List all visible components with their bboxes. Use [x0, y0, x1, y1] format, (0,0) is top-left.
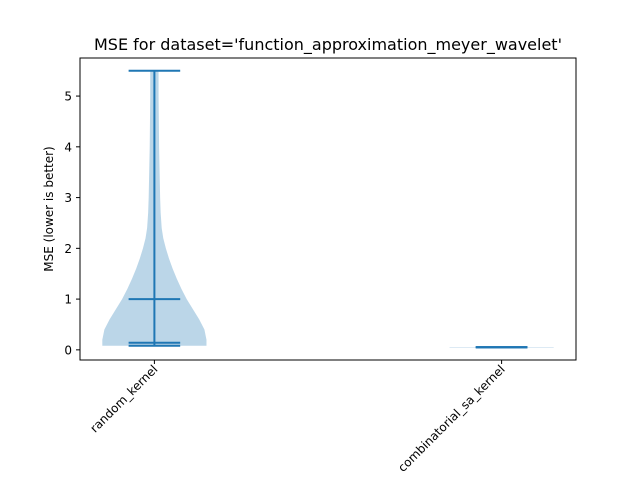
- x-axis: random_kernel combinatorial_sa_kernel: [87, 360, 508, 475]
- y-axis: 0 1 2 3 4 5: [64, 90, 80, 357]
- plot-area: [102, 69, 554, 349]
- x-tick-label: random_kernel: [87, 362, 160, 435]
- y-tick-label: 2: [64, 242, 72, 256]
- y-tick-label: 0: [64, 343, 72, 357]
- axes-frame: [79, 57, 577, 361]
- chart-title: MSE for dataset='function_approximation_…: [94, 35, 562, 55]
- y-tick-label: 5: [64, 90, 72, 104]
- y-axis-label: MSE (lower is better): [42, 146, 56, 271]
- y-tick-label: 3: [64, 191, 72, 205]
- x-tick-label: combinatorial_sa_kernel: [395, 362, 508, 475]
- y-tick-label: 4: [64, 140, 72, 154]
- y-tick-label: 1: [64, 293, 72, 307]
